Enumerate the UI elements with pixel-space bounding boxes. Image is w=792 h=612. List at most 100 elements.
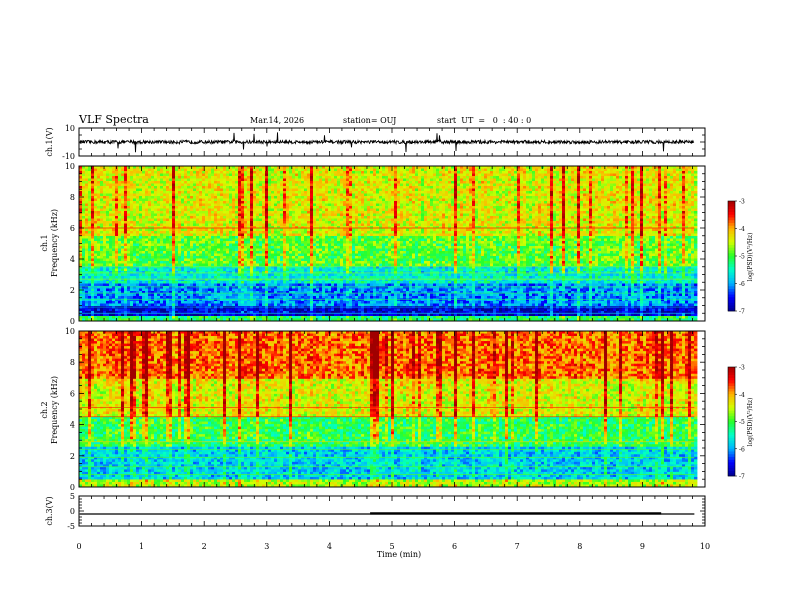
ch1-spec-cell — [529, 214, 532, 217]
ch1-spec-cell — [472, 194, 475, 197]
ch1-spec-cell — [103, 176, 106, 179]
ch1-spec-cell — [646, 186, 649, 189]
ch1-spec-cell — [313, 199, 316, 202]
ch1-spec-cell — [289, 194, 292, 197]
ch1-spec-cell — [286, 194, 289, 197]
ch1-spec-cell — [670, 169, 673, 172]
ch1-spec-cell — [652, 186, 655, 189]
ch1-spec-cell — [274, 176, 277, 179]
ch1-spec-cell — [406, 196, 409, 199]
ch1-spec-cell — [142, 216, 145, 219]
ch1-spec-cell — [526, 206, 529, 209]
ch1-spec-cell — [100, 169, 103, 172]
ch1-spec-cell — [283, 211, 286, 214]
ch1-spec-cell — [412, 171, 415, 174]
ch1-spec-cell — [502, 176, 505, 179]
ch1-spec-cell — [256, 216, 259, 219]
ch1-spec-cell — [574, 214, 577, 217]
ch1-spec-cell — [265, 179, 268, 182]
ch1-spec-cell — [316, 209, 319, 212]
ch1-spec-cell — [616, 206, 619, 209]
ch1-spec-cell — [214, 196, 217, 199]
ch1-spec-cell — [301, 214, 304, 217]
ch1-spec-cell — [529, 174, 532, 177]
ch1-spec-cell — [616, 209, 619, 212]
ch1-spec-cell — [196, 191, 199, 194]
ch1-spec-cell — [253, 224, 256, 227]
ch1-spec-cell — [433, 204, 436, 207]
ch1-spec-cell — [592, 201, 595, 204]
ch1-spec-cell — [337, 179, 340, 182]
ch1-spec-cell — [151, 211, 154, 214]
ch1-spec-cell — [445, 186, 448, 189]
ch1-spec-cell — [430, 176, 433, 179]
ch1-spec-cell — [271, 189, 274, 192]
ch1-spec-cell — [421, 194, 424, 197]
ch1-spec-cell — [382, 206, 385, 209]
ch1-spec-cell — [529, 189, 532, 192]
ch1-spec-cell — [592, 214, 595, 217]
ch1-spec-cell — [289, 214, 292, 217]
ch1-spec-cell — [334, 169, 337, 172]
ch1-spec-cell — [511, 194, 514, 197]
ch1-spec-cell — [496, 171, 499, 174]
ch1-spec-cell — [226, 219, 229, 222]
ch1-spec-cell — [85, 189, 88, 192]
ch1-spec-cell — [289, 181, 292, 184]
ch1-spec-cell — [184, 191, 187, 194]
ch1-spec-cell — [241, 176, 244, 179]
ch1-spec-cell — [244, 204, 247, 207]
ch1-spec-cell — [190, 171, 193, 174]
ch1-spec-cell — [145, 211, 148, 214]
ch1-spec-cell — [595, 211, 598, 214]
ch1-spec-cell — [673, 196, 676, 199]
ch1-spec-cell — [535, 206, 538, 209]
ch1-spec-cell — [679, 171, 682, 174]
ch1-spec-cell — [292, 209, 295, 212]
ch1-spec-cell — [274, 186, 277, 189]
ch1-spec-cell — [193, 179, 196, 182]
ch1-spec-cell — [100, 216, 103, 219]
ch1-spec-cell — [433, 171, 436, 174]
ch1-spec-cell — [382, 214, 385, 217]
ch1-spec-cell — [400, 214, 403, 217]
ch1-spec-cell — [181, 194, 184, 197]
ch1-spec-cell — [508, 199, 511, 202]
ch1-spec-cell — [376, 201, 379, 204]
ch1-spec-cell — [610, 174, 613, 177]
ch1-spec-cell — [487, 201, 490, 204]
ch1-spec-cell — [457, 199, 460, 202]
ch1-spec-cell — [367, 184, 370, 187]
ch1-spec-cell — [220, 211, 223, 214]
ch1-spec-cell — [496, 194, 499, 197]
ch1-spec-cell — [529, 216, 532, 219]
ch1-spec-cell — [106, 201, 109, 204]
ch1-spec-cell — [478, 184, 481, 187]
ch1-spec-cell — [109, 221, 112, 224]
ch1-spec-cell — [322, 176, 325, 179]
ch1-spec-cell — [568, 181, 571, 184]
ch1-spec-cell — [526, 186, 529, 189]
ch1-spec-cell — [112, 211, 115, 214]
ch1-spec-cell — [658, 191, 661, 194]
ch1-spec-cell — [667, 186, 670, 189]
ch1-spec-cell — [268, 206, 271, 209]
ch1-spec-cell — [673, 169, 676, 172]
ch1-spec-cell — [562, 199, 565, 202]
ch1-spec-cell — [490, 179, 493, 182]
ch1-spec-cell — [295, 181, 298, 184]
ch1-spec-cell — [148, 171, 151, 174]
ch1-spec-cell — [640, 169, 643, 172]
ch1-spec-cell — [400, 181, 403, 184]
ch1-spec-cell — [286, 174, 289, 177]
ch1-spec-cell — [436, 209, 439, 212]
ch1-spec-cell — [616, 184, 619, 187]
ch1-spec-cell — [196, 206, 199, 209]
ch1-spec-cell — [175, 221, 178, 224]
ch1-spec-cell — [625, 206, 628, 209]
ch1-spec-cell — [547, 196, 550, 199]
ch1-spec-cell — [634, 174, 637, 177]
ch1-spec-cell — [232, 191, 235, 194]
ch1-spec-cell — [505, 189, 508, 192]
ch1-spec-cell — [568, 174, 571, 177]
